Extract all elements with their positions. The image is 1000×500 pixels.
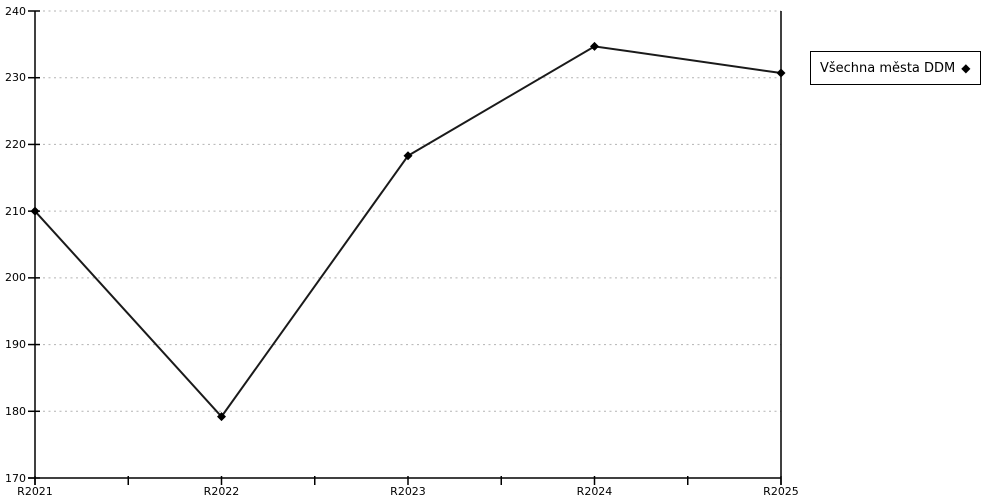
y-axis-tick-label: 190 [5,338,26,352]
y-axis-tick-label: 240 [5,4,26,18]
y-axis-tick-label: 200 [5,271,26,285]
x-axis-tick-label: R2025 [763,485,799,498]
legend: Všechna města DDM ◆ [810,51,981,85]
y-axis-tick-label: 230 [5,71,26,85]
y-axis-tick-label: 210 [5,204,26,218]
x-axis-tick-label: R2023 [390,485,426,498]
x-axis-tick-label: R2022 [203,485,240,498]
x-axis-tick-label: R2024 [576,485,613,498]
x-axis-tick-label: R2021 [17,485,53,498]
legend-series-label: Všechna města DDM [820,60,956,76]
legend-diamond-marker-icon: ◆ [961,61,971,75]
y-axis-tick-label: 180 [5,404,26,418]
y-axis-tick-label: 220 [5,137,26,151]
y-axis-tick-label: 170 [5,471,26,485]
